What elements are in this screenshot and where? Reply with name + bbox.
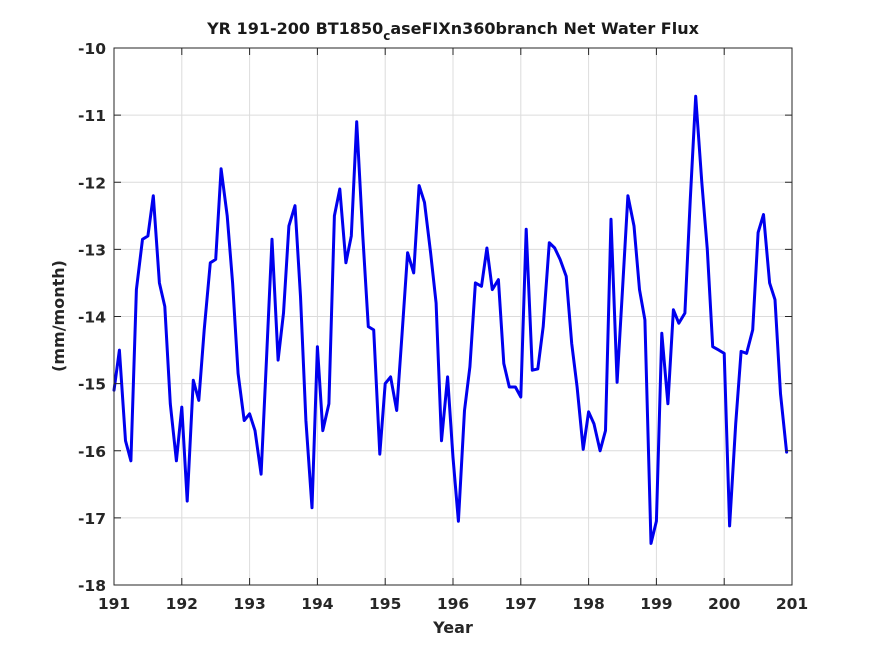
title-rest: aseFIXn360branch Net Water Flux	[390, 19, 699, 38]
x-tick-labels: 191 192 193 194 195 196 197 198 199 200 201	[98, 595, 808, 613]
title-subscript: c	[383, 29, 390, 43]
y-tick-label: -14	[78, 309, 106, 327]
x-tick-label: 199	[640, 595, 672, 613]
x-tick-label: 195	[369, 595, 401, 613]
series-line	[112, 94, 789, 545]
y-tick-labels: -10 -11 -12 -13 -14 -15 -16 -17 -18	[78, 40, 106, 595]
y-tick-label: -11	[78, 107, 106, 125]
chart-title: YR 191-200 BT1850caseFIXn360branch Net W…	[206, 19, 700, 43]
x-tick-label: 194	[301, 595, 334, 613]
x-tick-label: 191	[98, 595, 130, 613]
x-axis-label: Year	[432, 618, 473, 637]
y-tick-label: -12	[78, 174, 106, 192]
y-tick-label: -15	[78, 376, 106, 394]
y-tick-label: -18	[78, 577, 106, 595]
y-tick-label: -13	[78, 241, 106, 259]
x-tick-label: 198	[572, 595, 604, 613]
tick-marks	[113, 47, 793, 586]
y-tick-label: -16	[78, 443, 106, 461]
x-tick-label: 201	[776, 595, 808, 613]
x-tick-label: 196	[437, 595, 469, 613]
series-layer	[112, 94, 789, 545]
x-tick-label: 192	[166, 595, 198, 613]
x-tick-label: 200	[708, 595, 741, 613]
title-main: YR 191-200 BT1850	[206, 19, 383, 38]
x-tick-label: 197	[505, 595, 537, 613]
y-axis-label: (mm/month)	[49, 260, 68, 372]
y-tick-label: -17	[78, 510, 106, 528]
y-tick-label: -10	[78, 40, 106, 58]
x-tick-label: 193	[233, 595, 265, 613]
